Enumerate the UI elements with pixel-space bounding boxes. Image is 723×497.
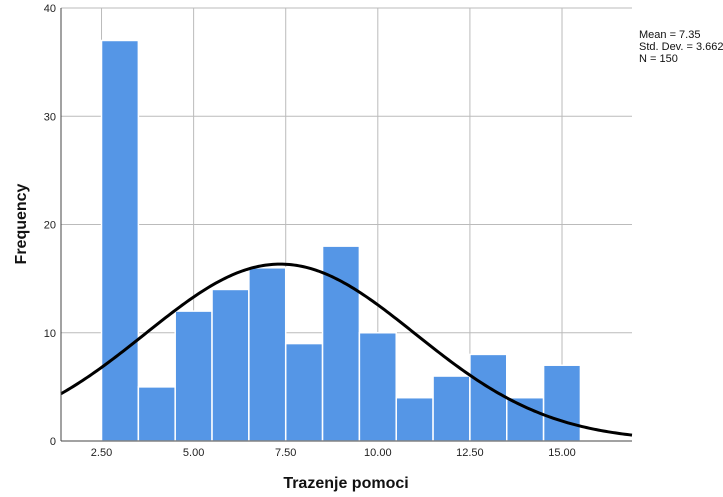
histogram-bar [284,342,324,442]
normal-curve [60,262,633,437]
histogram-bar [248,267,287,442]
x-tick-label: 12.50 [456,447,484,459]
x-tick-label: 7.50 [275,447,296,459]
n-stat: N = 150 [639,53,678,65]
statistics-box: Mean = 7.35 Std. Dev. = 3.662 N = 150 [639,29,723,65]
x-axis-title: Trazenje pomoci [283,475,408,492]
histogram-bar [174,310,213,442]
y-tick-label: 30 [44,111,56,123]
x-tick-label: 10.00 [364,447,392,459]
x-tick-label: 15.00 [548,447,576,459]
histogram-bar [542,364,582,442]
y-tick-label: 20 [44,220,56,232]
y-tick-label: 0 [50,436,56,448]
mean-stat: Mean = 7.35 [639,29,701,41]
y-tick-labels: 0 10 20 30 40 [44,3,56,448]
histogram-bar [395,396,434,442]
histogram-bar [358,332,397,442]
y-tick-label: 10 [44,328,56,340]
histogram-bar [137,386,176,442]
y-axis-title: Frequency [13,183,30,264]
histogram-bar [432,375,471,442]
y-tick-label: 40 [44,3,56,15]
x-tick-labels: 2.50 5.00 7.50 10.00 12.50 15.00 [91,447,576,459]
histogram-bars [100,39,582,442]
histogram-bar [505,396,545,442]
x-tick-label: 2.50 [91,447,112,459]
x-tick-label: 5.00 [183,447,204,459]
histogram-bar [211,288,250,442]
histogram-bar [469,353,508,442]
std-dev-stat: Std. Dev. = 3.662 [639,41,723,53]
histogram-bar [100,39,140,442]
histogram-bar [321,245,361,442]
